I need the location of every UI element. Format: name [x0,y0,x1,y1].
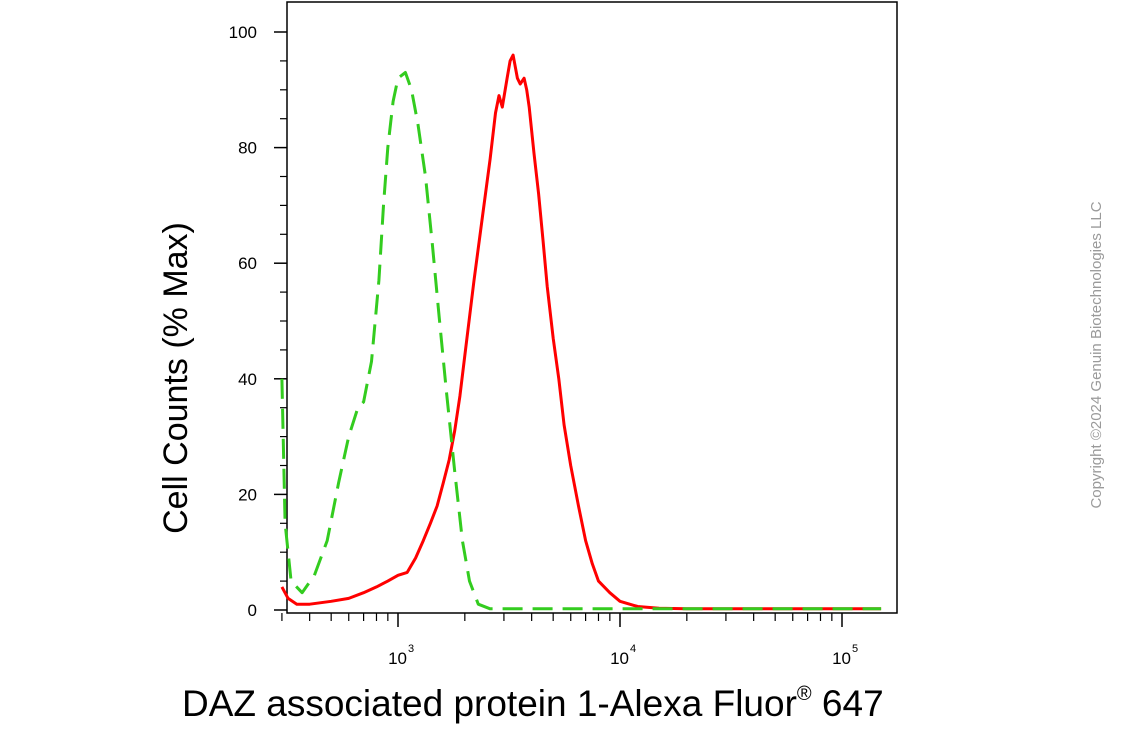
x-tick-label-exponent: 4 [630,643,636,655]
y-axis-label: Cell Counts (% Max) [157,222,195,534]
x-axis-label-suffix: 647 [811,683,884,724]
copyright-watermark: Copyright ©2024 Genuin Biotechnologies L… [1088,201,1105,509]
registered-mark: ® [796,683,812,705]
y-tick-label: 20 [238,485,257,504]
y-tick-label: 60 [238,254,257,273]
x-axis-label: DAZ associated protein 1-Alexa Fluor® 64… [182,670,884,724]
control-histogram-line [280,71,882,611]
sample-histogram-line [280,53,882,611]
y-tick-label: 80 [238,139,257,158]
x-tick-label-exponent: 5 [852,643,858,655]
x-axis-label-text: DAZ associated protein 1-Alexa Fluor [182,683,797,724]
y-tick-label: 0 [248,601,257,620]
x-tick-label-base: 10 [610,649,629,668]
y-tick-label: 100 [229,23,257,42]
x-tick-label-exponent: 3 [408,643,414,655]
y-tick-label: 40 [238,370,257,389]
plot-frame [286,1,898,614]
x-tick-label-base: 10 [388,649,407,668]
x-tick-label-base: 10 [832,649,851,668]
